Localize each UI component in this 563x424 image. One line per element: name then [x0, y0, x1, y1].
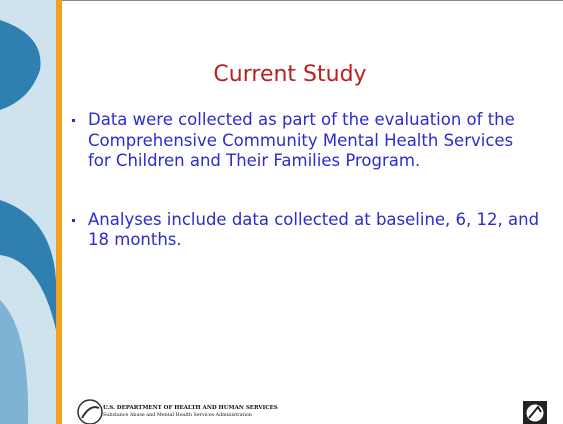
seal-logo-ring: [525, 403, 545, 423]
strip-curve: [0, 300, 29, 424]
slide-title: Current Study: [213, 62, 367, 87]
seal-logo-figure: [528, 405, 542, 419]
footer-department: U.S. DEPARTMENT OF HEALTH AND HUMAN SERV…: [103, 405, 278, 411]
hhs-logo-mark: [81, 406, 100, 419]
footer: U.S. DEPARTMENT OF HEALTH AND HUMAN SERV…: [103, 405, 278, 419]
footer-agency: Substance Abuse and Mental Health Servic…: [103, 413, 252, 418]
bullet-list: Data were collected as part of the evalu…: [70, 110, 540, 289]
bullet: Analyses include data collected at basel…: [70, 210, 540, 251]
orange-bar: [56, 0, 62, 424]
bullet: Data were collected as part of the evalu…: [70, 110, 540, 172]
strip-curve: [0, 200, 57, 330]
hhs-logo: [77, 399, 103, 424]
strip-curve: [0, 20, 41, 110]
